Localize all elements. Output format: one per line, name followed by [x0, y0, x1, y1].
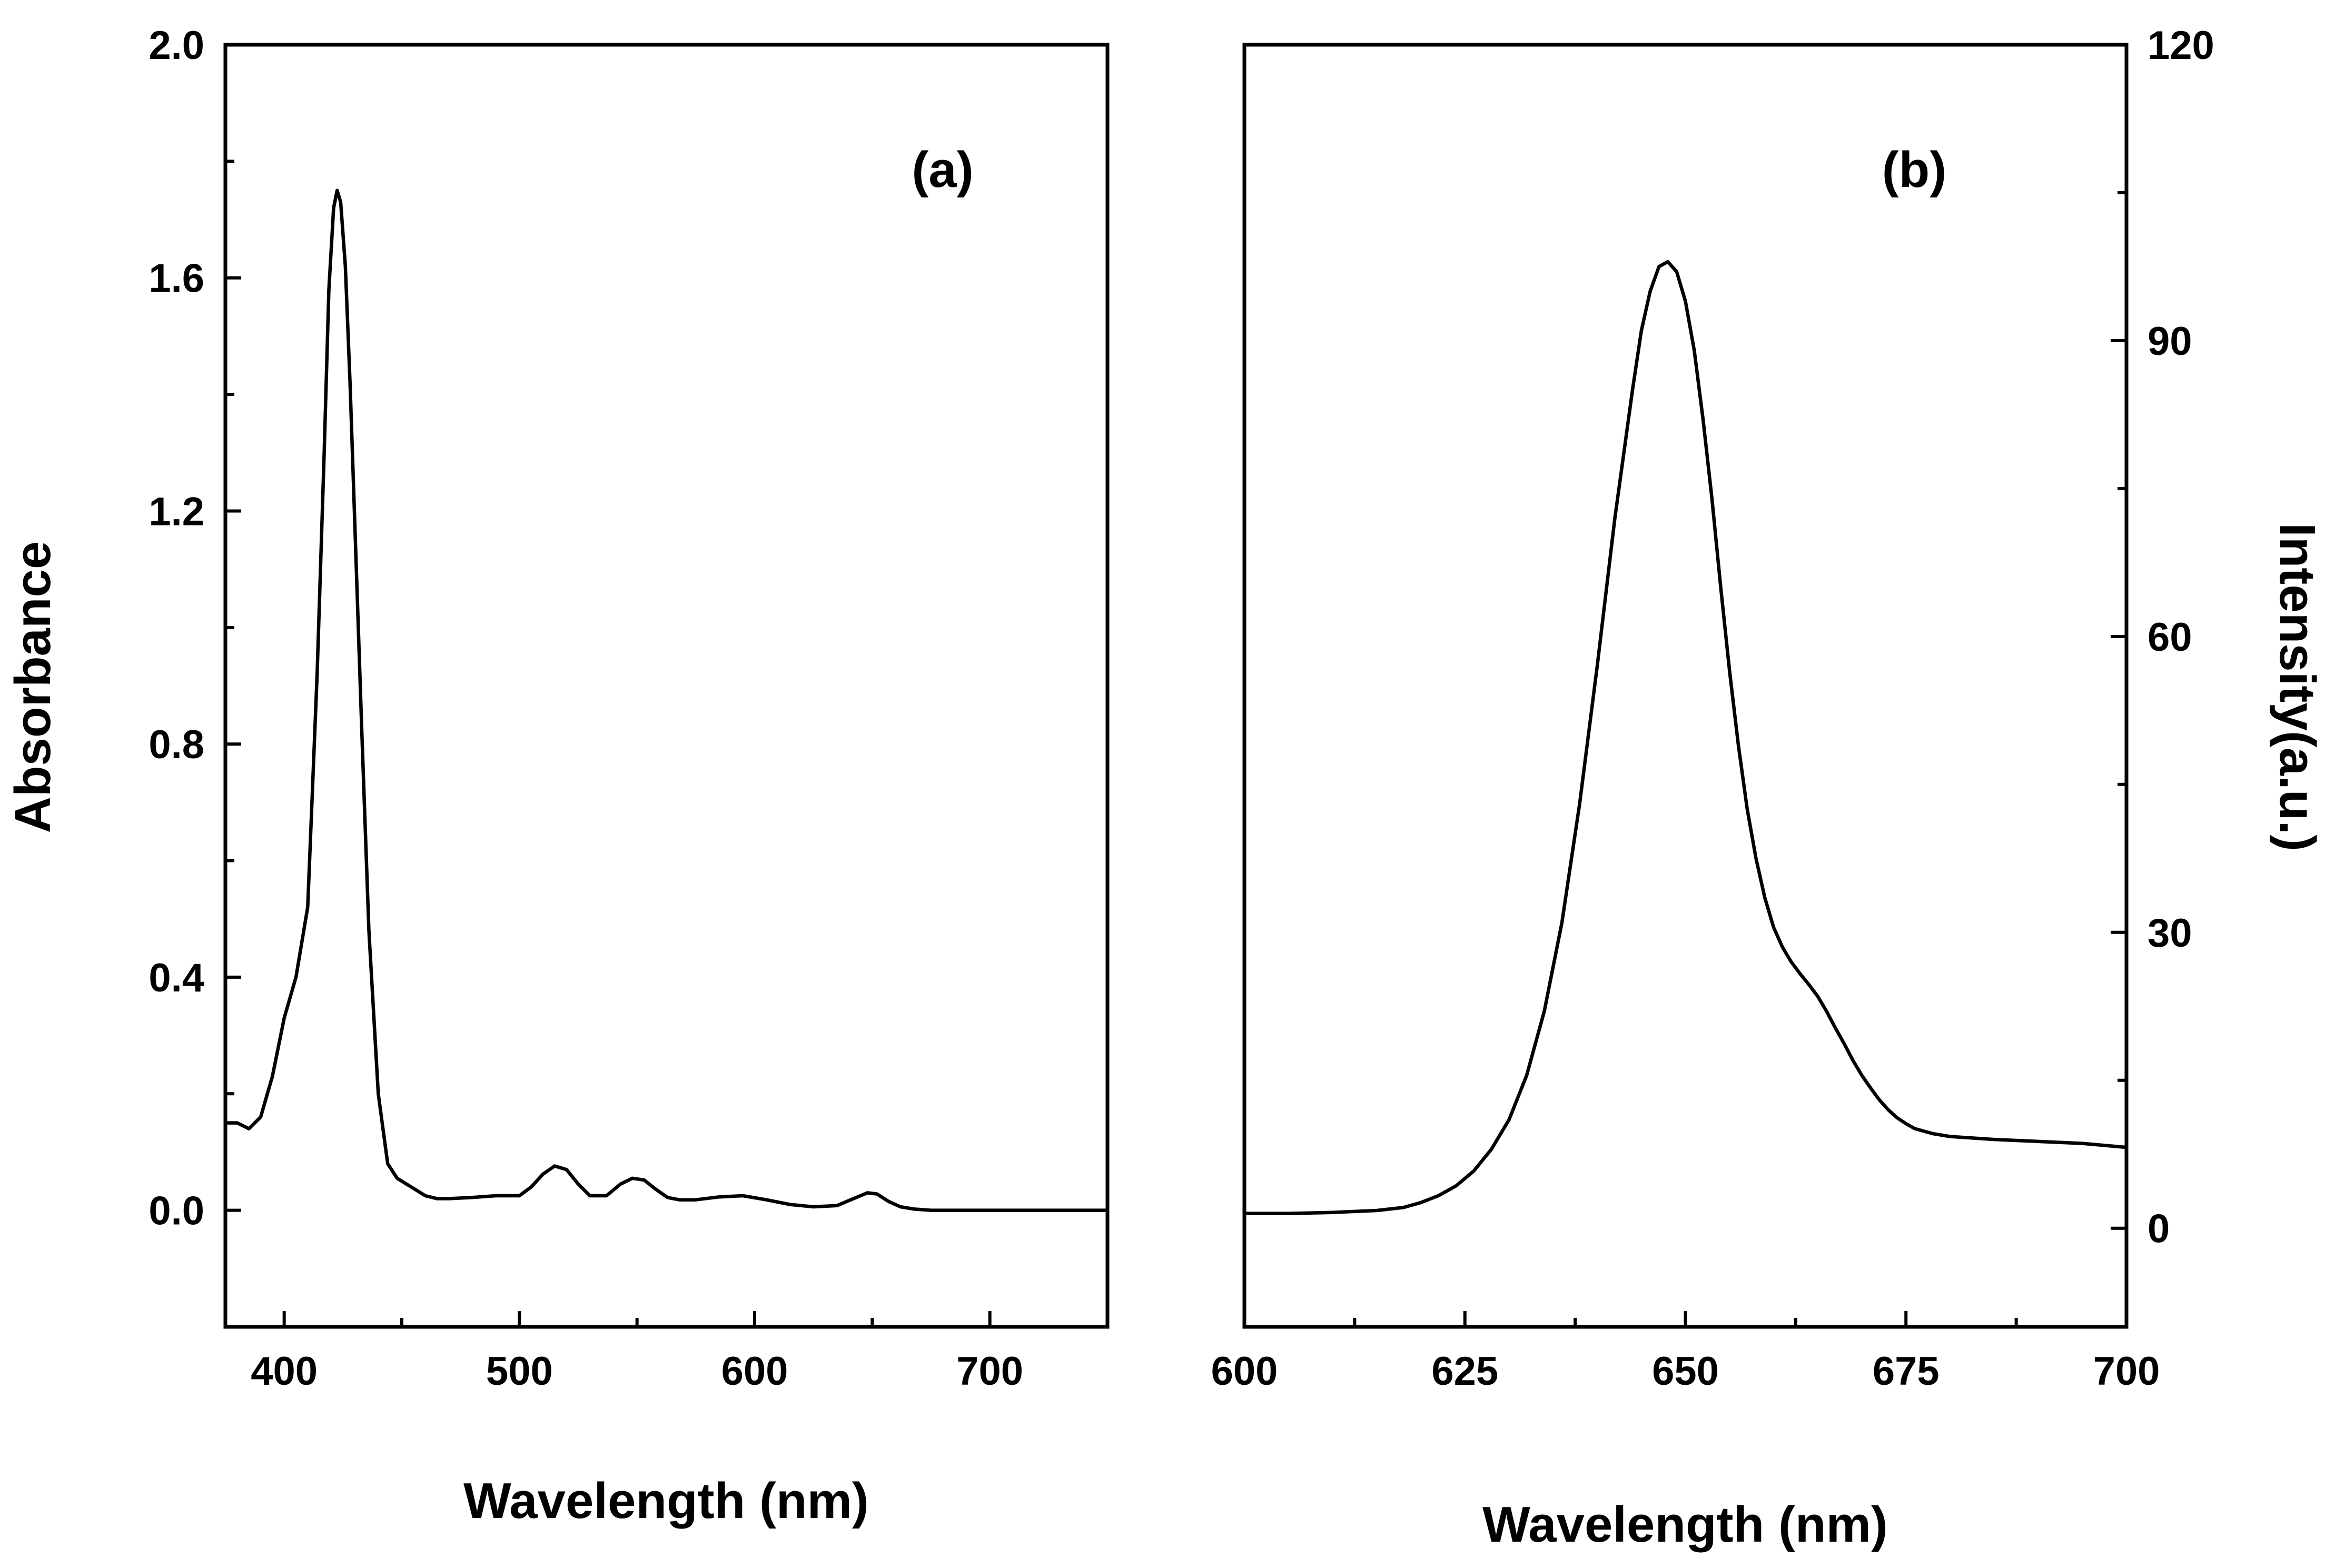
panel-a-x-tick-label: 600	[721, 1349, 788, 1394]
panel-a-y-tick-label: 0.8	[149, 722, 204, 767]
panel-b-y-tick-label: 30	[2148, 911, 2192, 956]
panel-a-absorbance-series-line	[223, 188, 1110, 1212]
panel-b-y-tick-label: 0	[2148, 1207, 2170, 1252]
panel-a-y-axis-title: Absorbance	[5, 541, 61, 833]
panel-a-y-tick-label: 1.2	[149, 489, 204, 534]
panel-a-absorbance-chart: 400 500 600 700 0.0 0.4 0.8 1.2 1.6 2.0 (a) Wavel…	[5, 23, 1110, 1529]
panel-a-plot-frame	[223, 43, 1110, 1329]
panel-a-x-tick-label: 400	[251, 1349, 318, 1394]
panel-b-intensity-chart: 600 625 650 675 700 0 30 60 90 120 (b) Wavelength…	[1211, 23, 2325, 1553]
panel-b-label: (b)	[1882, 142, 1947, 198]
panel-b-plot-frame	[1242, 43, 2129, 1329]
panel-a-x-tick-label: 500	[486, 1349, 553, 1394]
panel-b-x-tick-label: 600	[1211, 1349, 1278, 1394]
panel-b-x-tick-label: 675	[1873, 1349, 1940, 1394]
panel-a-y-tick-label: 1.6	[149, 256, 204, 301]
panel-b-y-tick-label: 90	[2148, 319, 2192, 364]
panel-a-y-tick-label: 2.0	[149, 23, 204, 68]
panel-a-x-axis-title: Wavelength (nm)	[463, 1473, 869, 1529]
panel-a-y-tick-label: 0.4	[149, 956, 204, 1000]
panel-b-intensity-series-line	[1242, 260, 2129, 1215]
panel-b-y-tick-label: 120	[2148, 23, 2214, 68]
panel-b-x-tick-label: 625	[1431, 1349, 1498, 1394]
panel-b-y-tick-label: 60	[2148, 615, 2192, 660]
panel-b-y-axis-title: Intensity(a.u.)	[2269, 523, 2325, 851]
panel-a-x-tick-label: 700	[956, 1349, 1023, 1394]
panel-b-x-tick-label: 700	[2093, 1349, 2160, 1394]
panel-a-label: (a)	[912, 142, 973, 198]
panel-a-tick-labels: 400 500 600 700 0.0 0.4 0.8 1.2 1.6 2.0	[149, 23, 1023, 1394]
panel-a-y-tick-label: 0.0	[149, 1189, 204, 1234]
panel-b-x-axis-title: Wavelength (nm)	[1482, 1496, 1888, 1553]
panel-b-tick-labels: 600 625 650 675 700 0 30 60 90 120	[1211, 23, 2214, 1394]
panel-b-x-tick-label: 650	[1652, 1349, 1719, 1394]
